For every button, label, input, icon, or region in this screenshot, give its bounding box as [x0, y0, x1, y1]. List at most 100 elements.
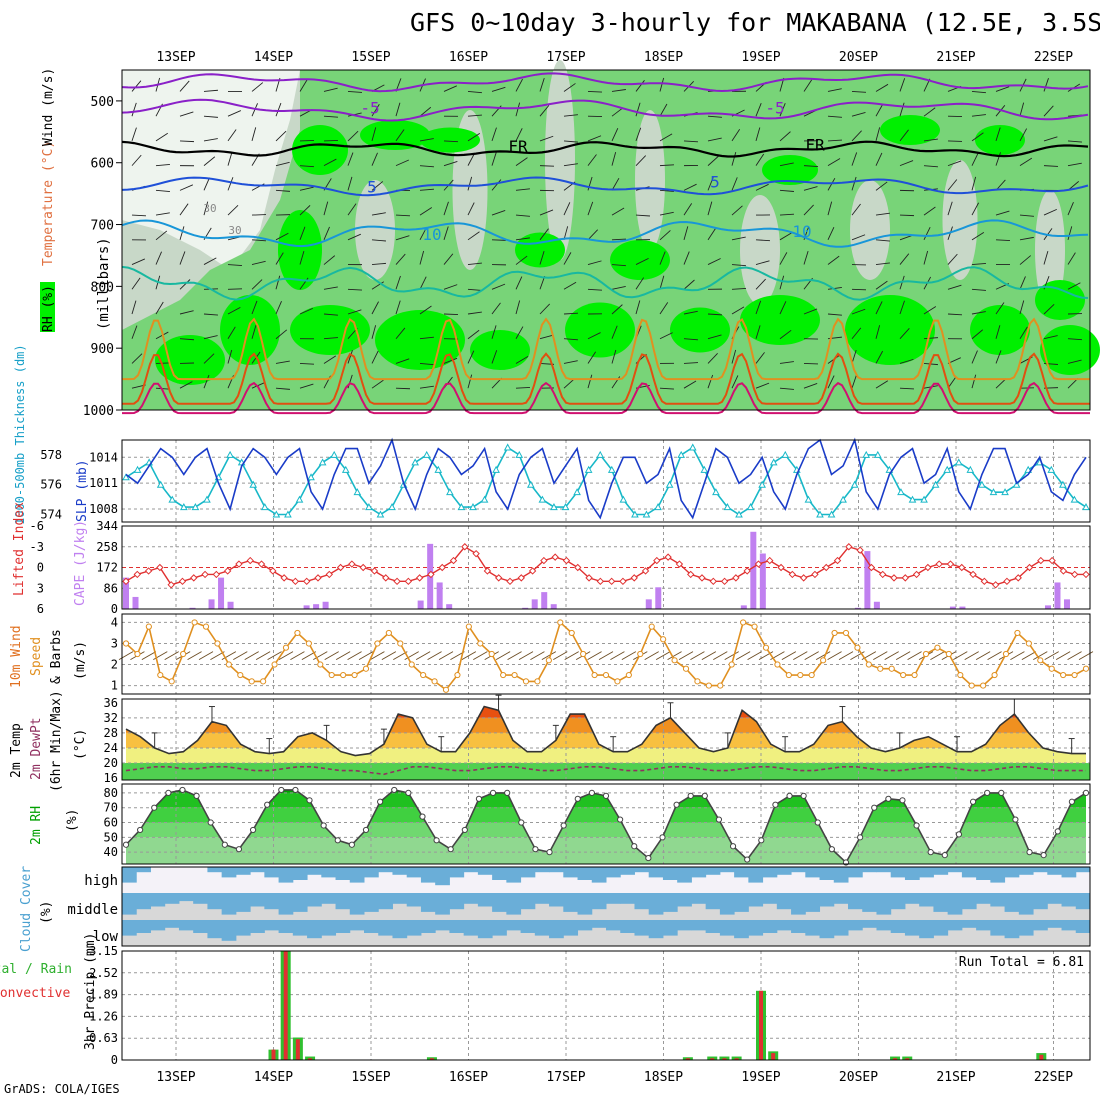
wind-barb: [1067, 140, 1082, 143]
cloud-low-bar: [947, 920, 963, 931]
cloud-middle-bar: [1018, 893, 1034, 915]
cloud-low-bar: [933, 920, 949, 936]
wind-barb: [395, 159, 409, 167]
rh-2m-series-marker: [941, 852, 948, 859]
cloud-low-bar: [1061, 920, 1077, 931]
cloud-middle-bar: [819, 893, 835, 907]
lifted-index-marker: [845, 543, 853, 551]
wind-barb: [827, 88, 842, 92]
axis-label-temp-unit: (°C): [73, 729, 88, 760]
surface-wind-barb: [347, 651, 362, 660]
temp-band: [122, 688, 1090, 703]
wind-barb: [659, 189, 674, 192]
temp-tick: 20: [104, 756, 118, 770]
date-tick-top: 15SEP: [351, 50, 390, 65]
lifted-index-marker: [201, 570, 209, 579]
lifted-index-series: [125, 545, 1086, 586]
cloud-low-bar: [420, 920, 436, 933]
surface-wind-barb: [793, 651, 808, 660]
wind-barb: [515, 128, 523, 142]
lifted-index-marker: [302, 577, 311, 586]
wind-barb: [371, 281, 385, 290]
lifted-index-marker: [122, 577, 130, 586]
thickness-series-marker: [480, 495, 489, 503]
wind-barb: [1067, 338, 1082, 341]
wind-barb: [851, 152, 858, 166]
cloud-low-bar: [392, 920, 408, 939]
wind-barb: [971, 231, 985, 241]
cloud-high-bar: [435, 867, 450, 886]
rh-2m-series-marker: [800, 792, 807, 799]
thickness-series-marker: [260, 503, 269, 511]
cloud-middle-bar: [420, 893, 436, 912]
wind-barb: [539, 77, 545, 92]
wind-barb: [803, 165, 819, 167]
wind-barb: [1019, 128, 1028, 142]
surface-wind-barb: [907, 651, 922, 660]
cloud-high-bar: [1033, 867, 1048, 873]
isotherm-20: [122, 317, 1090, 381]
thickness-series-marker: [1012, 480, 1021, 488]
cloud-high-bar: [492, 867, 507, 880]
cloud-middle-bar: [1033, 893, 1048, 910]
cross-section-frame: [121, 69, 1091, 411]
rh-high-patch: [360, 120, 430, 150]
surface-wind-barb: [370, 651, 385, 660]
cloud-low-bar: [335, 920, 351, 933]
cloud-middle-bar: [1075, 893, 1091, 910]
thickness-slp-panel: 578 576 574 1014 1011 1008 1000-500mb Thicknes…: [13, 344, 1091, 525]
surface-wind-barb: [804, 651, 819, 660]
thickness-series-marker: [816, 510, 824, 518]
wind-speed-series-marker: [282, 644, 290, 651]
cloud-middle-bar: [335, 893, 351, 910]
cloud-high-bar: [250, 867, 265, 873]
thickness-series-marker: [168, 495, 177, 503]
wind-barb: [971, 152, 979, 166]
thickness-series-marker: [839, 495, 847, 503]
cloud-middle-bar: [1004, 893, 1020, 912]
wind-barb: [539, 303, 551, 315]
wind-barb: [827, 201, 833, 216]
wind-barb: [899, 300, 905, 315]
axis-label-wind10: 10m Wind: [9, 625, 24, 688]
wind-barb: [155, 251, 162, 265]
precip-total-bar: [902, 1056, 913, 1060]
cloud-low-bar: [549, 920, 564, 939]
wind-barb: [515, 214, 530, 217]
wind-barb: [299, 363, 315, 365]
surface-wind-barb: [255, 651, 271, 660]
cloud-high-bar: [976, 867, 991, 880]
cloud-low-bar: [534, 920, 550, 936]
wind-barb: [971, 311, 986, 315]
cloud-middle-bar: [833, 893, 849, 904]
cloud-middle-bar: [178, 893, 194, 902]
surface-wind-barb: [495, 651, 511, 660]
wind-barb: [203, 201, 209, 216]
precip-total-bar: [890, 1056, 901, 1060]
wind-barb: [1043, 165, 1059, 167]
rh-dry-patch: [942, 160, 978, 280]
wind-tick: 1: [111, 679, 118, 693]
thickness-series-marker: [573, 488, 581, 496]
wind-barb: [1067, 162, 1082, 167]
wind-speed-series-marker: [511, 671, 518, 679]
wind-barb: [515, 255, 528, 265]
wind-barb: [371, 104, 380, 117]
surface-wind-barb: [278, 651, 294, 660]
surface-wind-barb: [1021, 651, 1037, 660]
wind-barb: [779, 275, 785, 290]
chart-title: GFS 0~10day 3-hourly for MAKABANA (12.5E…: [410, 8, 1100, 37]
rh-2m-series-marker: [744, 856, 751, 863]
cloud-high-bar: [420, 867, 436, 883]
wind-barb: [923, 250, 929, 265]
wind-speed-series-marker: [145, 623, 152, 630]
wind-barb: [707, 201, 713, 216]
cloud-low-bar: [890, 920, 906, 933]
wind-barb: [131, 258, 146, 265]
wind-barb: [659, 302, 669, 315]
wind-barb: [443, 226, 449, 240]
wind-speed-series-marker: [385, 629, 392, 637]
wind-barb: [731, 128, 741, 142]
wind-barb: [467, 176, 473, 191]
lifted-tick: 0: [37, 561, 44, 575]
